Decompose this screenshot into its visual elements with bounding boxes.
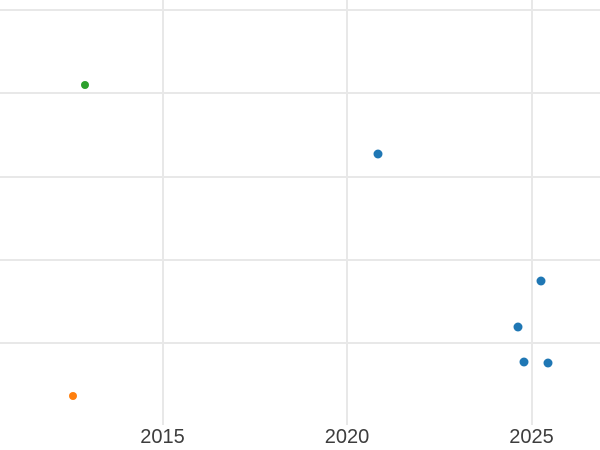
y-gridline xyxy=(0,342,600,345)
y-gridline xyxy=(0,259,600,261)
data-point-blue xyxy=(373,149,383,159)
data-point-green xyxy=(81,80,89,89)
x-gridline xyxy=(346,0,348,425)
x-gridline xyxy=(161,0,164,425)
data-point-blue xyxy=(536,276,546,286)
x-tick-label: 2025 xyxy=(509,426,554,448)
data-point-blue xyxy=(513,322,523,332)
x-tick-label: 2020 xyxy=(324,426,370,448)
y-gridline xyxy=(0,9,600,11)
x-tick-label: 2015 xyxy=(140,426,185,448)
y-gridline xyxy=(0,175,600,178)
data-point-orange xyxy=(69,391,78,400)
data-point-blue xyxy=(543,358,553,368)
data-point-blue xyxy=(519,357,529,367)
y-gridline xyxy=(0,92,600,95)
x-gridline xyxy=(530,0,533,425)
